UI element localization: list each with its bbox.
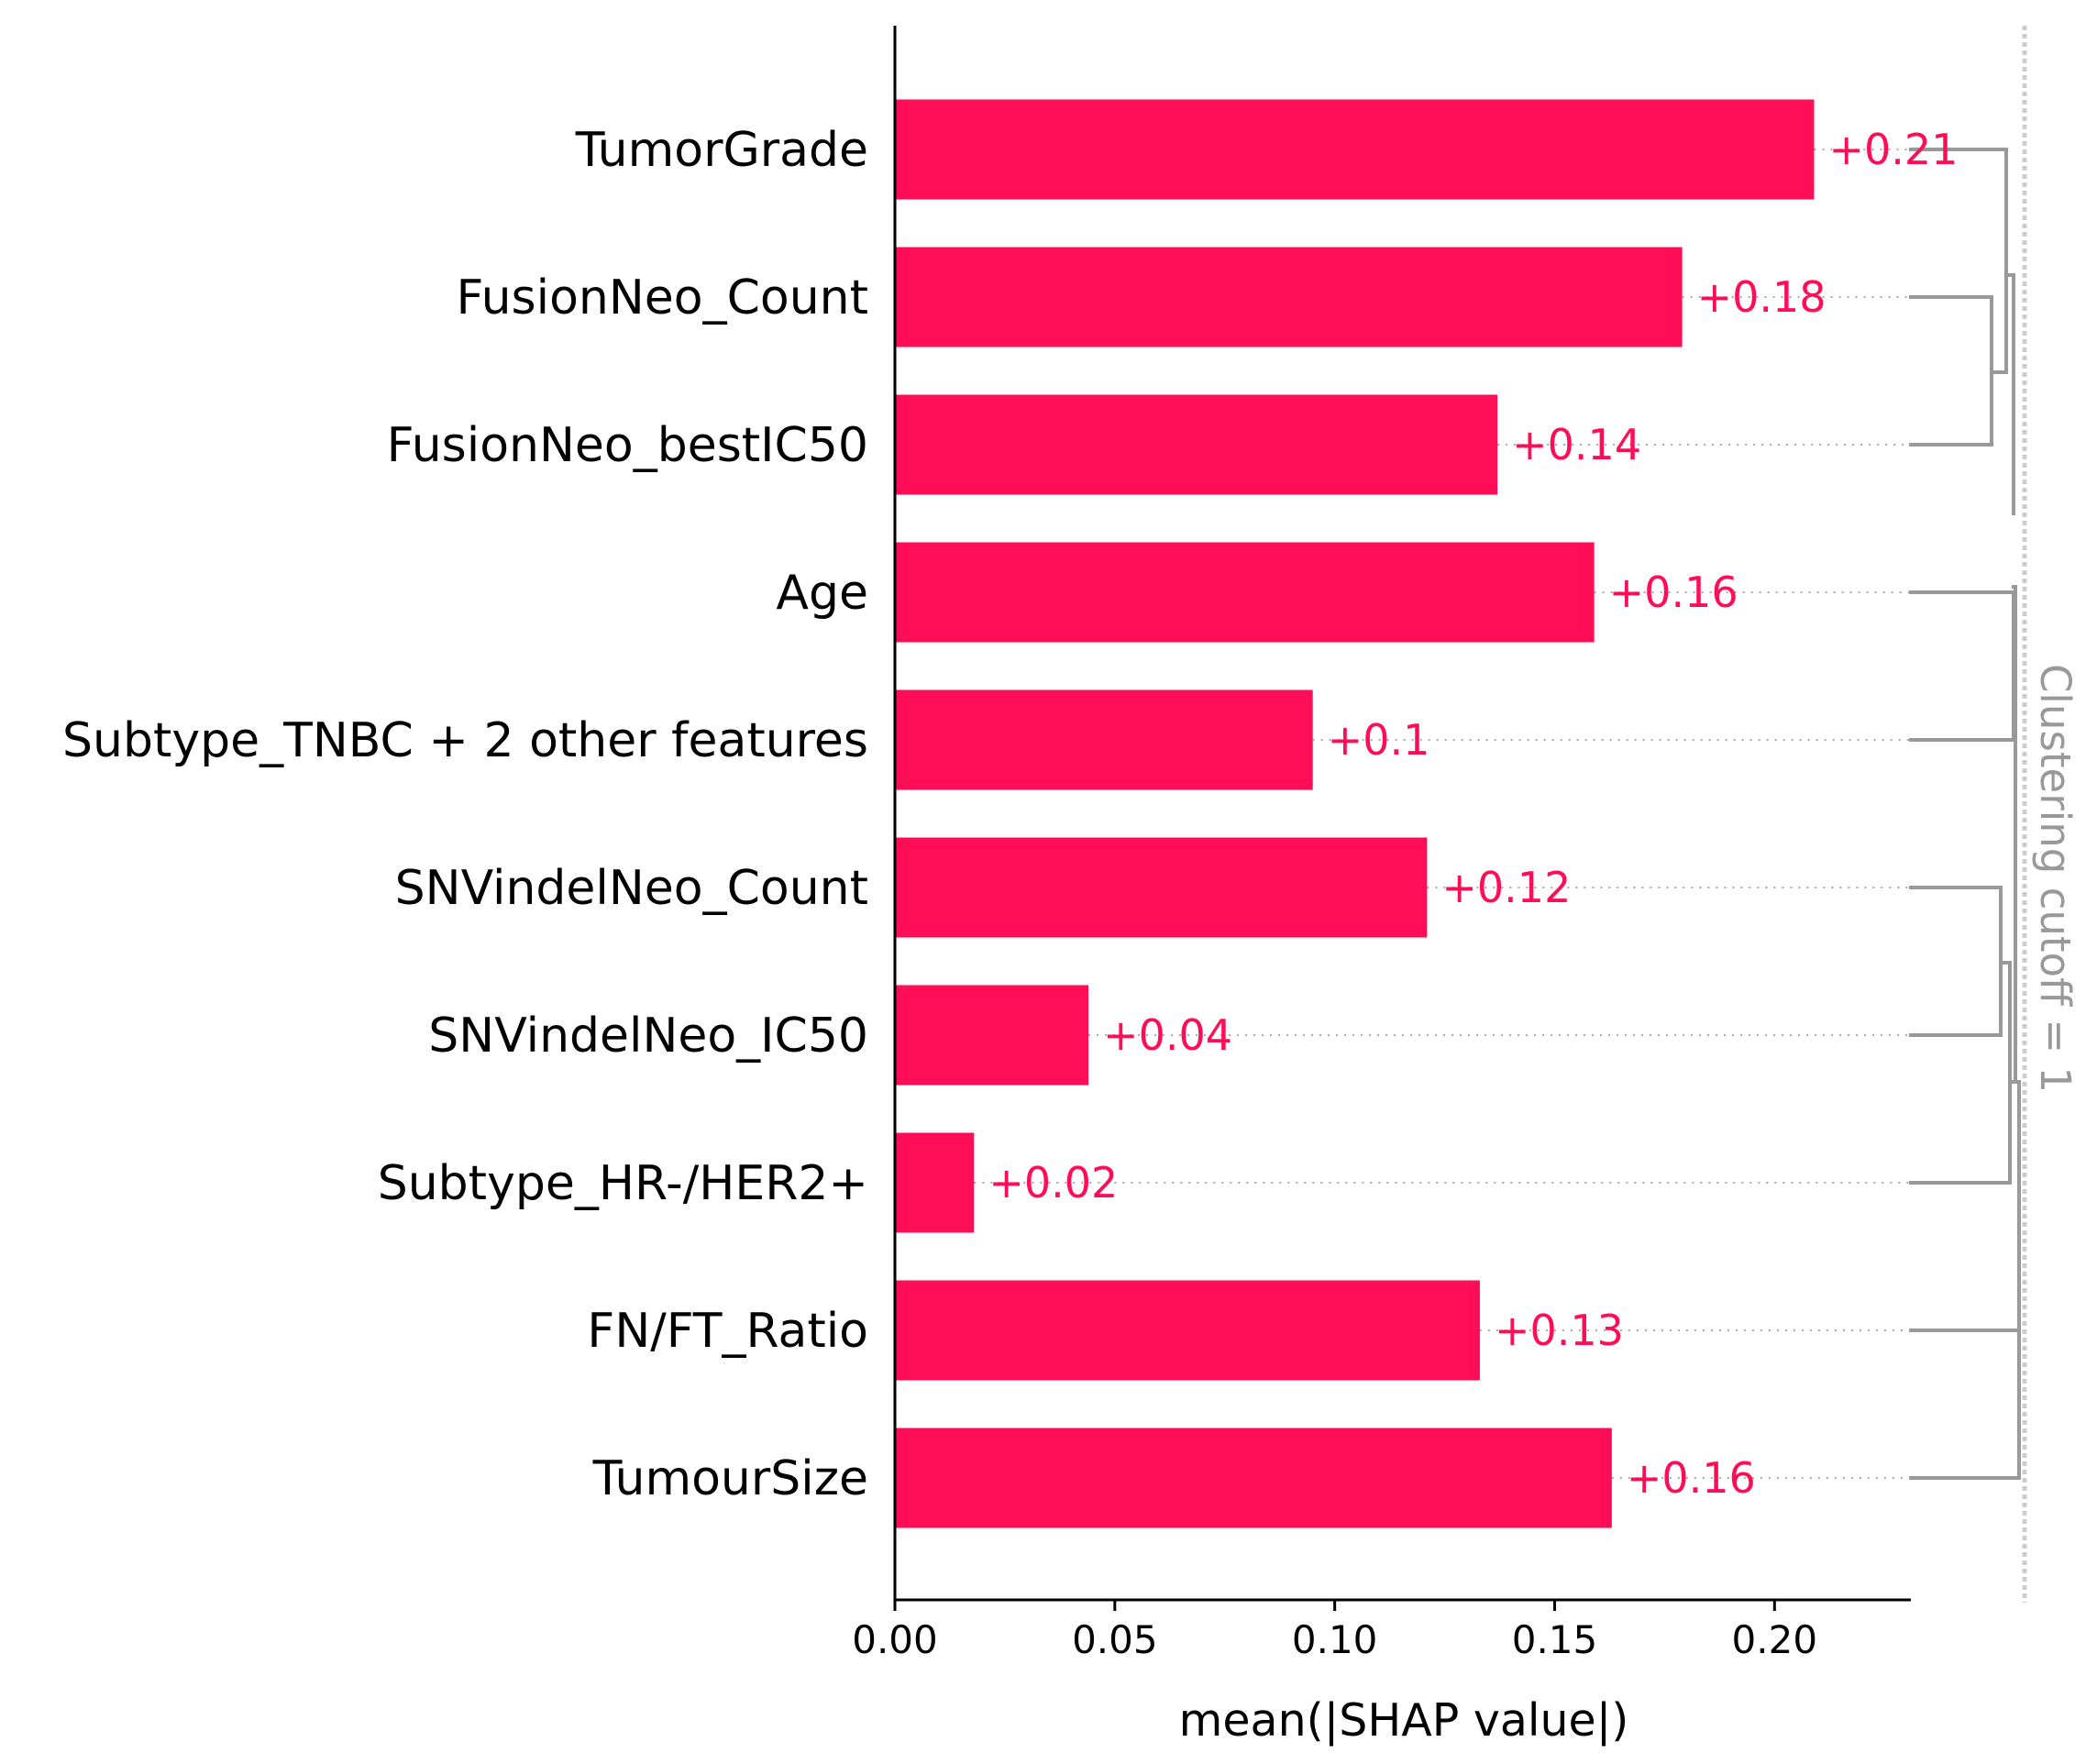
x-tick-label: 0.15	[1512, 1617, 1598, 1662]
category-label: FusionNeo_bestIC50	[387, 418, 868, 473]
x-tick-label: 0.00	[852, 1617, 938, 1662]
x-tick-label: 0.05	[1072, 1617, 1158, 1662]
bars	[895, 99, 1815, 1528]
category-label: SNVindelNeo_Count	[395, 861, 868, 916]
bar	[895, 1428, 1612, 1528]
category-label: FusionNeo_Count	[457, 270, 868, 325]
dendrogram	[1909, 26, 2027, 1603]
category-label: Subtype_HR-/HER2+	[378, 1156, 868, 1211]
bar-value-label: +0.14	[1512, 420, 1641, 469]
bar-value-label: +0.04	[1103, 1010, 1232, 1060]
bar-value-label: +0.18	[1697, 272, 1827, 322]
category-label: TumourSize	[592, 1451, 868, 1506]
bar-value-label: +0.16	[1627, 1453, 1756, 1503]
category-label: TumorGrade	[575, 123, 868, 178]
x-tick-label: 0.20	[1732, 1617, 1818, 1662]
bar	[895, 542, 1595, 643]
bar	[895, 985, 1089, 1086]
bar	[895, 1280, 1480, 1381]
labels: +0.21 TumorGrade +0.18 FusionNeo_Count +0.14…	[62, 123, 1958, 1506]
bar	[895, 1132, 975, 1233]
bar-value-label: +0.16	[1609, 568, 1738, 617]
bar-value-label: +0.02	[988, 1158, 1118, 1207]
x-axis-title: mean(|SHAP value|)	[1179, 1694, 1629, 1747]
category-label: SNVindelNeo_IC50	[428, 1009, 868, 1064]
category-label: FN/FT_Ratio	[587, 1304, 868, 1359]
bar	[895, 837, 1428, 938]
axes: 0.00 0.05 0.10 0.15 0.20	[852, 26, 1911, 1662]
category-label: Subtype_TNBC + 2 other features	[62, 713, 868, 768]
bar-value-label: +0.1	[1328, 715, 1430, 765]
category-label: Age	[776, 566, 868, 621]
bar-value-label: +0.13	[1495, 1306, 1624, 1355]
bar	[895, 99, 1815, 200]
clustering-cutoff-label: Clustering cutoff = 1	[2031, 664, 2080, 1093]
bar-value-label: +0.21	[1828, 125, 1958, 174]
bar	[895, 247, 1683, 347]
bar-value-label: +0.12	[1441, 863, 1571, 912]
guide-lines	[974, 149, 1911, 1479]
x-tick-label: 0.10	[1292, 1617, 1378, 1662]
bar	[895, 394, 1498, 495]
bar	[895, 689, 1313, 790]
